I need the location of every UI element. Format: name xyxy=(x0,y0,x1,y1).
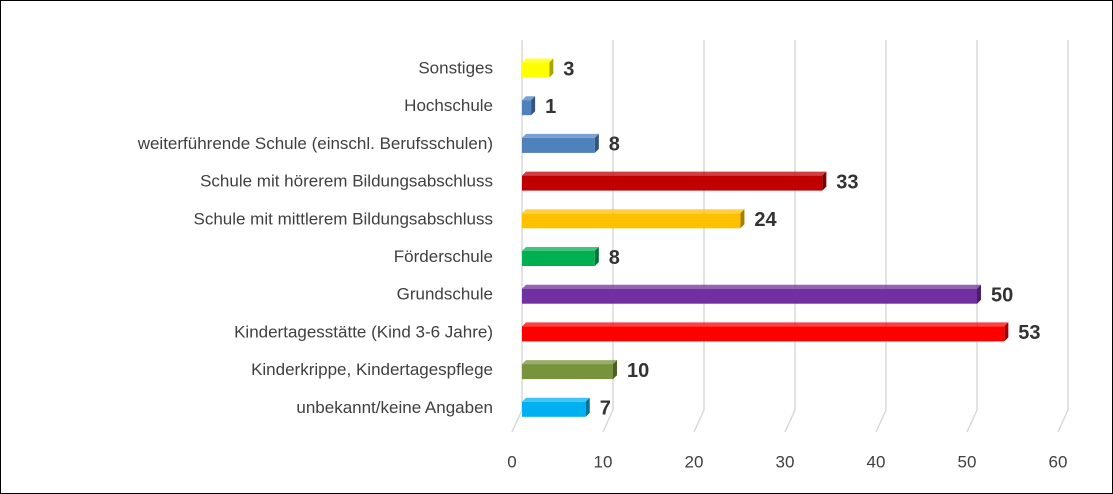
bar xyxy=(522,175,823,191)
bar-top xyxy=(522,284,981,289)
bar-side xyxy=(740,209,745,229)
grid-line xyxy=(693,40,705,433)
bar-side-shade xyxy=(977,284,981,304)
bar-side-shade xyxy=(613,360,617,380)
y-tick-label: weiterführende Schule (einschl. Berufssc… xyxy=(137,134,493,153)
bar-top xyxy=(522,209,745,214)
bar-top xyxy=(522,96,536,101)
y-tick-label: Sonstiges xyxy=(418,58,493,77)
y-tick-label: Kinderkrippe, Kindertagespflege xyxy=(251,360,493,379)
bar-side xyxy=(822,171,827,191)
bar-side-shade xyxy=(585,397,590,417)
y-tick-label: Grundschule xyxy=(397,285,493,304)
x-tick-label: 50 xyxy=(958,452,977,471)
y-tick-label: Förderschule xyxy=(394,247,493,266)
bar xyxy=(522,326,1005,342)
bar xyxy=(522,62,550,78)
bar-top xyxy=(522,133,599,138)
y-tick-label: Schule mit mittlerem Bildungsabschluss xyxy=(193,209,493,228)
bar-side-shade xyxy=(740,209,745,229)
bar-top xyxy=(522,171,827,176)
grid-line xyxy=(784,40,796,433)
data-label: 8 xyxy=(609,247,620,269)
bar xyxy=(522,137,595,153)
data-label: 3 xyxy=(563,58,574,80)
bar-side xyxy=(594,247,599,266)
bar-side-shade xyxy=(531,96,536,116)
y-tick-label: Schule mit hörerem Bildungsabschluss xyxy=(200,172,493,191)
data-label: 8 xyxy=(609,134,620,156)
grid-line xyxy=(875,40,887,433)
data-label: 24 xyxy=(754,209,777,231)
data-label: 1 xyxy=(545,96,556,118)
bar xyxy=(522,401,586,417)
x-tick-label: 30 xyxy=(776,452,795,471)
bar-top xyxy=(522,58,554,63)
y-tick-label: unbekannt/keine Angaben xyxy=(296,398,493,417)
bar-side-shade xyxy=(549,58,554,78)
bar xyxy=(522,251,595,266)
data-label: 10 xyxy=(627,360,649,382)
bar-side xyxy=(1004,322,1009,342)
bar xyxy=(522,213,741,229)
grid-line xyxy=(1057,40,1069,433)
bar xyxy=(522,288,977,304)
bar xyxy=(522,364,613,380)
bar-side xyxy=(613,360,617,380)
bar-top xyxy=(522,322,1009,327)
data-label: 7 xyxy=(600,398,611,420)
bar-side-shade xyxy=(594,247,599,266)
bar-side xyxy=(594,133,599,153)
bar-side-shade xyxy=(594,133,599,153)
bar-top xyxy=(522,247,599,251)
y-tick-label: Hochschule xyxy=(404,96,493,115)
bar-top xyxy=(522,397,590,402)
bar-side xyxy=(585,397,590,417)
x-tick-label: 40 xyxy=(867,452,886,471)
bar-side-shade xyxy=(1004,322,1009,342)
x-tick-label: 10 xyxy=(594,452,613,471)
data-label: 53 xyxy=(1018,322,1040,344)
bar xyxy=(522,100,532,116)
bar-side xyxy=(531,96,536,116)
bar-side xyxy=(549,58,554,78)
grid-line xyxy=(966,40,978,433)
bar-side-shade xyxy=(822,171,827,191)
bar-top xyxy=(522,360,617,365)
y-tick-label: Kindertagesstätte (Kind 3-6 Jahre) xyxy=(234,322,493,341)
data-label: 50 xyxy=(991,284,1013,306)
data-label: 33 xyxy=(836,171,858,193)
grid-line xyxy=(602,40,614,433)
x-tick-label: 20 xyxy=(685,452,704,471)
x-tick-label: 0 xyxy=(507,452,516,471)
bar-side xyxy=(977,284,981,304)
x-tick-label: 60 xyxy=(1049,452,1068,471)
